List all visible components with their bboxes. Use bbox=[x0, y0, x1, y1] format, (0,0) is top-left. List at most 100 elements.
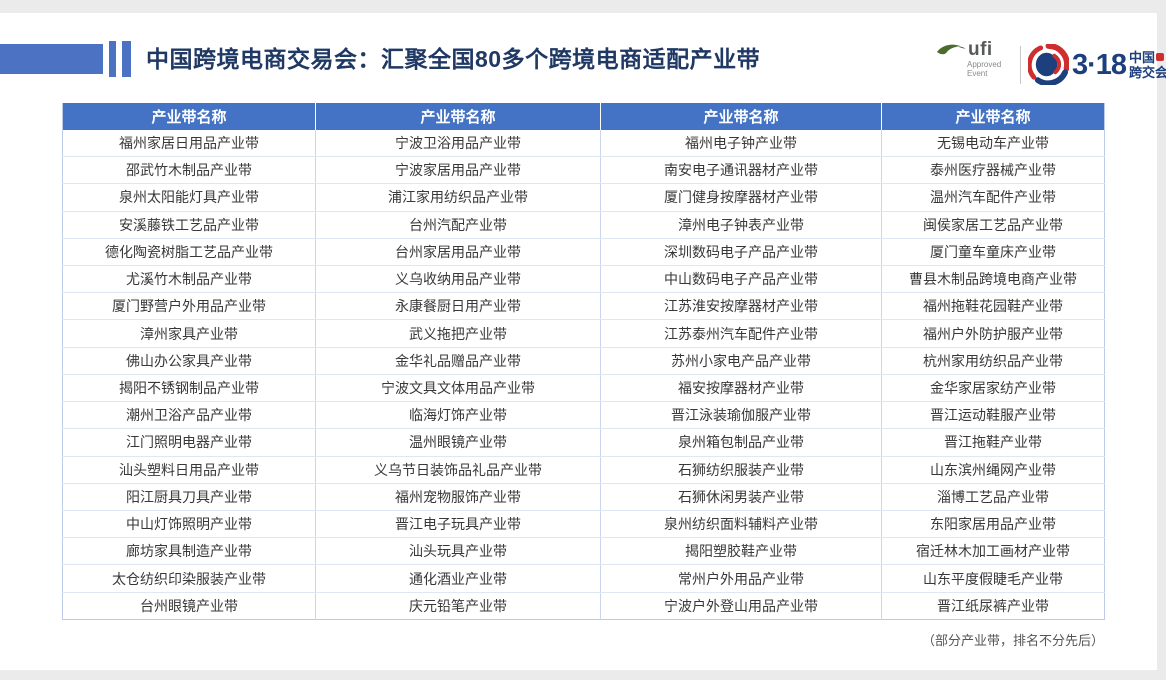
table-row: 尤溪竹木制品产业带 义乌收纳用品产业带 中山数码电子产品产业带 曹县木制品跨境电商产业… bbox=[62, 265, 1105, 294]
industry-belt-cell: 南安电子通讯器材产业带 bbox=[600, 156, 882, 185]
industry-belt-cell: 晋江电子玩具产业带 bbox=[315, 510, 601, 539]
industry-belt-cell: 中山灯饰照明产业带 bbox=[62, 510, 316, 539]
industry-belt-cell: 邵武竹木制品产业带 bbox=[62, 156, 316, 185]
industry-belt-cell: 义乌节日装饰品礼品产业带 bbox=[315, 456, 601, 484]
industry-belt-cell: 台州眼镜产业带 bbox=[62, 592, 316, 620]
industry-belt-cell: 福州户外防护服产业带 bbox=[881, 319, 1105, 348]
industry-belt-cell: 杭州家用纺织品产业带 bbox=[881, 347, 1105, 375]
industry-belt-table: 产业带名称 产业带名称 产业带名称 产业带名称 福州家居日用品产业带 宁波卫浴用品产业带… bbox=[62, 103, 1105, 620]
accent-rect bbox=[0, 44, 103, 74]
industry-belt-cell: 泉州箱包制品产业带 bbox=[600, 428, 882, 457]
table-row: 廊坊家具制造产业带 汕头玩具产业带 揭阳塑胶鞋产业带 宿迁林木加工画材产业带 bbox=[62, 537, 1105, 566]
table-row: 厦门野营户外用品产业带 永康餐厨日用产业带 江苏淮安按摩器材产业带 福州拖鞋花园鞋产业… bbox=[62, 292, 1105, 321]
industry-belt-cell: 宁波卫浴用品产业带 bbox=[315, 130, 601, 158]
table-row: 泉州太阳能灯具产业带 浦江家用纺织品产业带 厦门健身按摩器材产业带 温州汽车配件产业带 bbox=[62, 183, 1105, 212]
ufi-logo: ufi Approved Event bbox=[936, 39, 1016, 87]
industry-belt-cell: 闽侯家居工艺品产业带 bbox=[881, 211, 1105, 239]
accent-bar bbox=[109, 41, 116, 77]
industry-belt-cell: 晋江拖鞋产业带 bbox=[881, 428, 1105, 457]
industry-belt-cell: 厦门野营户外用品产业带 bbox=[62, 292, 316, 321]
industry-belt-cell: 揭阳不锈钢制品产业带 bbox=[62, 374, 316, 403]
industry-belt-cell: 台州家居用品产业带 bbox=[315, 238, 601, 267]
industry-belt-cell: 安溪藤铁工艺品产业带 bbox=[62, 211, 316, 239]
table-row: 台州眼镜产业带 庆元铅笔产业带 宁波户外登山用品产业带 晋江纸尿裤产业带 bbox=[62, 592, 1105, 620]
industry-belt-cell: 宁波户外登山用品产业带 bbox=[600, 592, 882, 620]
expo-cn-line1: 中国 bbox=[1129, 49, 1156, 65]
industry-belt-cell: 无锡电动车产业带 bbox=[881, 130, 1105, 158]
industry-belt-cell: 汕头塑料日用品产业带 bbox=[62, 456, 316, 484]
page-title: 中国跨境电商交易会：汇聚全国80多个跨境电商适配产业带 bbox=[146, 46, 761, 72]
industry-belt-cell: 福州拖鞋花园鞋产业带 bbox=[881, 292, 1105, 321]
table-row: 佛山办公家具产业带 金华礼品赠品产业带 苏州小家电产品产业带 杭州家用纺织品产业带 bbox=[62, 347, 1105, 375]
industry-belt-cell: 厦门童车童床产业带 bbox=[881, 238, 1105, 267]
industry-belt-cell: 东阳家居用品产业带 bbox=[881, 510, 1105, 539]
footnote: （部分产业带，排名不分先后） bbox=[921, 633, 1104, 648]
table-row: 太仓纺织印染服装产业带 通化酒业产业带 常州户外用品产业带 山东平度假睫毛产业带 bbox=[62, 564, 1105, 593]
ufi-swoosh-icon bbox=[936, 43, 966, 58]
expo-seal-icon bbox=[1156, 53, 1165, 61]
industry-belt-cell: 宁波文具文体用品产业带 bbox=[315, 374, 601, 403]
industry-belt-cell: 潮州卫浴产品产业带 bbox=[62, 401, 316, 430]
table-row: 福州家居日用品产业带 宁波卫浴用品产业带 福州电子钟产业带 无锡电动车产业带 bbox=[62, 130, 1105, 158]
industry-belt-cell: 江苏泰州汽车配件产业带 bbox=[600, 319, 882, 348]
table-row: 揭阳不锈钢制品产业带 宁波文具文体用品产业带 福安按摩器材产业带 金华家居家纺产业带 bbox=[62, 374, 1105, 403]
industry-belt-cell: 尤溪竹木制品产业带 bbox=[62, 265, 316, 294]
industry-belt-cell: 浦江家用纺织品产业带 bbox=[315, 183, 601, 212]
ufi-subtext: Approved Event bbox=[967, 60, 1002, 78]
industry-belt-cell: 深圳数码电子产品产业带 bbox=[600, 238, 882, 267]
industry-belt-cell: 泰州医疗器械产业带 bbox=[881, 156, 1105, 185]
industry-belt-cell: 永康餐厨日用产业带 bbox=[315, 292, 601, 321]
industry-belt-cell: 义乌收纳用品产业带 bbox=[315, 265, 601, 294]
industry-belt-cell: 晋江纸尿裤产业带 bbox=[881, 592, 1105, 620]
industry-belt-cell: 宿迁林木加工画材产业带 bbox=[881, 537, 1105, 566]
industry-belt-cell: 通化酒业产业带 bbox=[315, 564, 601, 593]
table-row: 汕头塑料日用品产业带 义乌节日装饰品礼品产业带 石狮纺织服装产业带 山东滨州绳网产业带 bbox=[62, 456, 1105, 484]
table-row: 漳州家具产业带 武义拖把产业带 江苏泰州汽车配件产业带 福州户外防护服产业带 bbox=[62, 319, 1105, 348]
expo-cn-line2: 跨交会 bbox=[1129, 64, 1166, 80]
industry-belt-cell: 太仓纺织印染服装产业带 bbox=[62, 564, 316, 593]
industry-belt-cell: 石狮休闲男装产业带 bbox=[600, 483, 882, 511]
industry-belt-cell: 汕头玩具产业带 bbox=[315, 537, 601, 566]
industry-belt-cell: 苏州小家电产品产业带 bbox=[600, 347, 882, 375]
industry-belt-cell: 金华礼品赠品产业带 bbox=[315, 347, 601, 375]
industry-belt-cell: 晋江运动鞋服产业带 bbox=[881, 401, 1105, 430]
industry-belt-cell: 台州汽配产业带 bbox=[315, 211, 601, 239]
expo-logo: 3·18 中国 跨交会 bbox=[1026, 43, 1166, 87]
accent-bar bbox=[122, 41, 131, 77]
industry-belt-cell: 佛山办公家具产业带 bbox=[62, 347, 316, 375]
table-row: 阳江厨具刀具产业带 福州宠物服饰产业带 石狮休闲男装产业带 淄博工艺品产业带 bbox=[62, 483, 1105, 511]
industry-belt-cell: 廊坊家具制造产业带 bbox=[62, 537, 316, 566]
table-row: 邵武竹木制品产业带 宁波家居用品产业带 南安电子通讯器材产业带 泰州医疗器械产业带 bbox=[62, 156, 1105, 185]
industry-belt-cell: 温州汽车配件产业带 bbox=[881, 183, 1105, 212]
expo-number: 3·18 bbox=[1072, 48, 1127, 81]
table-row: 中山灯饰照明产业带 晋江电子玩具产业带 泉州纺织面料辅料产业带 东阳家居用品产业带 bbox=[62, 510, 1105, 539]
table-row: 潮州卫浴产品产业带 临海灯饰产业带 晋江泳装瑜伽服产业带 晋江运动鞋服产业带 bbox=[62, 401, 1105, 430]
industry-belt-cell: 武义拖把产业带 bbox=[315, 319, 601, 348]
industry-belt-cell: 山东滨州绳网产业带 bbox=[881, 456, 1105, 484]
industry-belt-cell: 阳江厨具刀具产业带 bbox=[62, 483, 316, 511]
industry-belt-cell: 曹县木制品跨境电商产业带 bbox=[881, 265, 1105, 294]
industry-belt-cell: 晋江泳装瑜伽服产业带 bbox=[600, 401, 882, 430]
ufi-wordmark: ufi bbox=[968, 39, 993, 60]
industry-belt-cell: 福安按摩器材产业带 bbox=[600, 374, 882, 403]
industry-belt-cell: 石狮纺织服装产业带 bbox=[600, 456, 882, 484]
table-row: 德化陶瓷树脂工艺品产业带 台州家居用品产业带 深圳数码电子产品产业带 厦门童车童床产业… bbox=[62, 238, 1105, 267]
industry-belt-cell: 漳州家具产业带 bbox=[62, 319, 316, 348]
industry-belt-cell: 泉州纺织面料辅料产业带 bbox=[600, 510, 882, 539]
industry-belt-cell: 宁波家居用品产业带 bbox=[315, 156, 601, 185]
industry-belt-cell: 金华家居家纺产业带 bbox=[881, 374, 1105, 403]
table-row: 江门照明电器产业带 温州眼镜产业带 泉州箱包制品产业带 晋江拖鞋产业带 bbox=[62, 428, 1105, 457]
industry-belt-cell: 山东平度假睫毛产业带 bbox=[881, 564, 1105, 593]
industry-belt-cell: 厦门健身按摩器材产业带 bbox=[600, 183, 882, 212]
column-header-3: 产业带名称 bbox=[600, 103, 882, 130]
globe-icon bbox=[1026, 43, 1070, 87]
table-row: 安溪藤铁工艺品产业带 台州汽配产业带 漳州电子钟表产业带 闽侯家居工艺品产业带 bbox=[62, 211, 1105, 239]
column-header-1: 产业带名称 bbox=[62, 103, 316, 130]
column-header-4: 产业带名称 bbox=[881, 103, 1105, 130]
industry-belt-cell: 泉州太阳能灯具产业带 bbox=[62, 183, 316, 212]
industry-belt-cell: 临海灯饰产业带 bbox=[315, 401, 601, 430]
industry-belt-cell: 庆元铅笔产业带 bbox=[315, 592, 601, 620]
industry-belt-cell: 揭阳塑胶鞋产业带 bbox=[600, 537, 882, 566]
industry-belt-cell: 淄博工艺品产业带 bbox=[881, 483, 1105, 511]
industry-belt-cell: 福州宠物服饰产业带 bbox=[315, 483, 601, 511]
